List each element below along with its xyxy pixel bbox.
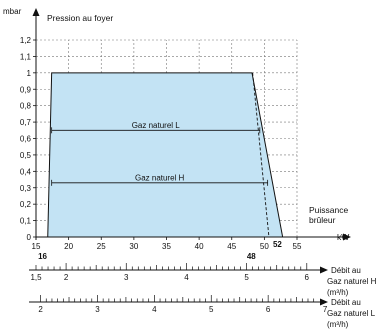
x-axis-label-line1: Puissance <box>309 205 348 215</box>
bold-power-marker: 48 <box>247 252 256 261</box>
flow-axis-label-line1: Débit au <box>331 266 361 275</box>
x-tick-label: 45 <box>227 242 236 251</box>
x-tick-label: 55 <box>293 242 302 251</box>
y-axis-unit: mbar <box>3 7 22 16</box>
flow-axis-unit: (m³/h) <box>327 288 349 297</box>
y-axis-arrow <box>32 8 40 16</box>
flow-tick-label: 4 <box>152 305 157 314</box>
flow-tick-label: 3 <box>95 305 100 314</box>
bold-power-marker: 16 <box>38 252 47 261</box>
dashed-limit-line <box>252 72 270 238</box>
y-tick-label: 1 <box>27 69 32 78</box>
range-label: Gaz naturel H <box>135 173 185 182</box>
flow-axis-arrow <box>320 298 328 306</box>
area-layer <box>47 72 284 238</box>
y-axis-label: Pression au foyer <box>47 13 113 23</box>
flow-axis-label-line2: Gaz naturel H <box>327 277 377 286</box>
flow-tick-label: 4 <box>184 273 189 282</box>
y-tick-label: 0,3 <box>20 184 32 193</box>
flow-tick-label: 2 <box>64 273 69 282</box>
annotation-layer: Gaz naturel L Gaz naturel H <box>51 121 269 186</box>
y-tick-label: 1,2 <box>20 36 32 45</box>
y-tick-label: 0,1 <box>20 217 32 226</box>
x-tick-label: 40 <box>195 242 204 251</box>
y-tick-label: 0,6 <box>20 135 32 144</box>
y-tick-label: 0,5 <box>20 151 32 160</box>
x-tick-label: 35 <box>162 242 171 251</box>
operating-area <box>47 72 284 238</box>
x-tick-label: 50 <box>260 242 269 251</box>
flow-axis-label-line1: Débit au <box>331 298 361 307</box>
x-tick-label: 20 <box>64 242 73 251</box>
y-tick-label: 0,4 <box>20 167 32 176</box>
y-tick-label: 0,8 <box>20 102 32 111</box>
flow-axis-unit: (m³/h) <box>327 320 349 329</box>
bold-power-marker: 52 <box>273 240 282 249</box>
y-tick-label: 0,9 <box>20 85 32 94</box>
axis-layer: 0 0,1 0,2 0,3 0,4 0,5 0,6 0,7 0,8 0,9 1 1,1 1,2 15 20 2… <box>20 8 351 261</box>
flow-axis-label-line2: Gaz naturel L <box>327 309 376 318</box>
flow-tick-label: 5 <box>244 273 249 282</box>
x-axis-label-line2: brûleur <box>309 215 336 225</box>
x-axis-unit: kW <box>337 232 349 242</box>
flow-tick-label: 6 <box>305 273 310 282</box>
flow-tick-label: 3 <box>124 273 129 282</box>
y-tick-label: 0,7 <box>20 118 32 127</box>
flow-tick-label: 5 <box>209 305 214 314</box>
flow-tick-label: 6 <box>266 305 271 314</box>
secondary-axes-layer: 1,5 2 3 4 5 6 Débit au Gaz naturel H (m³/h) 2 3 4 5 6… <box>29 263 377 329</box>
flow-tick-label: 2 <box>38 305 43 314</box>
x-tick-label: 15 <box>32 242 41 251</box>
flow-tick-label: 7 <box>323 305 328 314</box>
y-tick-label: 1,1 <box>20 52 32 61</box>
x-axis-arrow <box>343 233 351 241</box>
y-tick-label: 0,2 <box>20 200 32 209</box>
range-label: Gaz naturel L <box>132 121 181 130</box>
flow-tick-label: 1,5 <box>30 273 42 282</box>
x-tick-label: 25 <box>97 242 106 251</box>
x-tick-label: 30 <box>129 242 138 251</box>
flow-axis-arrow <box>320 266 328 274</box>
y-tick-label: 0 <box>27 233 32 242</box>
